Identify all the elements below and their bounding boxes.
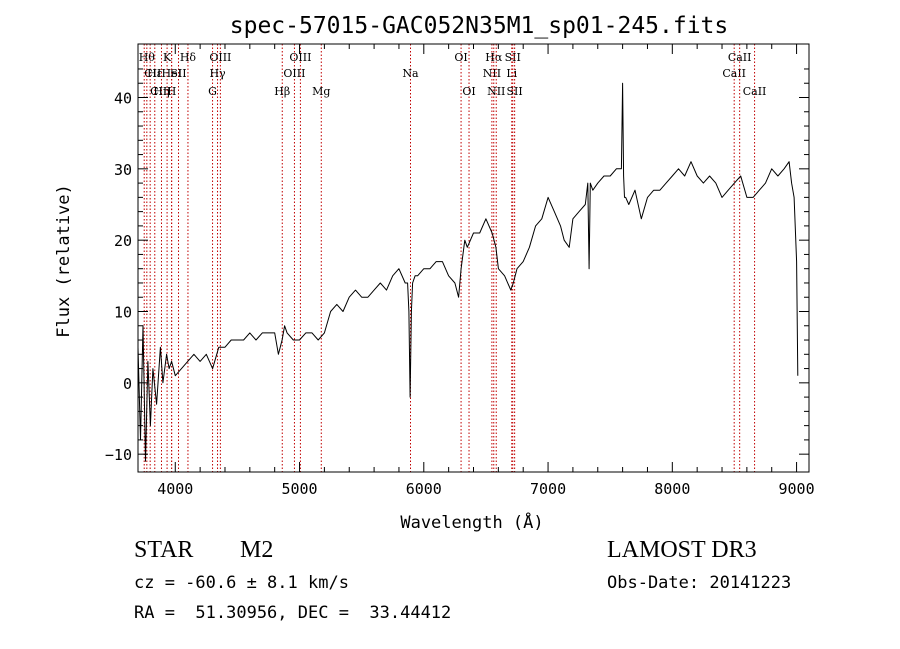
spectrum-line xyxy=(137,82,799,462)
line-label-24: SII xyxy=(505,51,521,64)
y-tick-label: 10 xyxy=(114,304,132,322)
line-label-3: Hε xyxy=(147,67,163,80)
y-tick-label: −10 xyxy=(105,446,132,464)
object-class: STAR xyxy=(134,537,194,563)
line-label-23: Li xyxy=(506,67,517,80)
line-label-21: Hα xyxy=(485,51,503,64)
line-label-16: Mg xyxy=(312,85,330,98)
spectrum-trace xyxy=(137,82,799,462)
y-tick-label: 40 xyxy=(114,90,132,108)
line-label-10: G xyxy=(208,85,217,98)
line-label-7: HeI xyxy=(161,67,181,80)
line-label-17: Na xyxy=(402,67,419,80)
line-label-5: K xyxy=(163,51,172,64)
line-label-12: OIII xyxy=(209,51,231,64)
line-label-1: Hθ xyxy=(139,51,156,64)
line-label-8: SII xyxy=(170,67,186,80)
x-tick-label: 5000 xyxy=(281,480,317,498)
y-axis-label: Flux (relative) xyxy=(54,184,74,338)
x-tick-label: 7000 xyxy=(530,480,566,498)
line-label-9: Hδ xyxy=(180,51,197,64)
line-label-14: OIII xyxy=(283,67,305,80)
line-label-28: CaII xyxy=(743,85,767,98)
x-tick-label: 8000 xyxy=(654,480,690,498)
line-label-26: CaII xyxy=(722,67,746,80)
line-label-4: Hη xyxy=(153,85,169,98)
y-tick-label: 20 xyxy=(114,232,132,250)
line-label-2: CIII xyxy=(150,85,171,98)
object-subclass: M2 xyxy=(240,537,274,563)
observation-date: Obs-Date: 20141223 xyxy=(607,573,792,593)
line-label-25: SII xyxy=(507,85,523,98)
line-label-22: NII xyxy=(487,85,505,98)
line-label-13: Hβ xyxy=(274,85,290,98)
line-label-18: OI xyxy=(454,51,467,64)
x-axis-label: Wavelength (Å) xyxy=(400,511,543,533)
plot-frame xyxy=(137,43,810,473)
chart-title: spec-57015-GAC052N35M1_sp01-245.fits xyxy=(230,13,729,39)
x-tick-label: 6000 xyxy=(406,480,442,498)
coordinates: RA = 51.30956, DEC = 33.44412 xyxy=(134,603,452,623)
survey-name: LAMOST DR3 xyxy=(607,537,757,563)
x-tick-label: 9000 xyxy=(779,480,815,498)
y-tick-label: 30 xyxy=(114,161,132,179)
emission-line-markers: CIIHθCIIIHεHηKHHeISIIHδGHγOIIIHβOIIIOIII… xyxy=(139,44,767,472)
redshift-velocity: cz = -60.6 ± 8.1 km/s xyxy=(134,573,349,593)
line-label-11: Hγ xyxy=(209,67,226,80)
line-label-19: OI xyxy=(462,85,475,98)
y-tick-label: 0 xyxy=(123,375,132,393)
line-label-0: CII xyxy=(144,67,161,80)
line-label-20: NII xyxy=(483,67,501,80)
x-tick-label: 4000 xyxy=(157,480,193,498)
line-label-15: OIII xyxy=(289,51,311,64)
line-label-27: CaII xyxy=(728,51,752,64)
axes: 4000 5000 6000 7000 8000 9000 −10 0 10 20 30 40 xyxy=(105,43,815,498)
line-label-6: H xyxy=(167,85,177,98)
